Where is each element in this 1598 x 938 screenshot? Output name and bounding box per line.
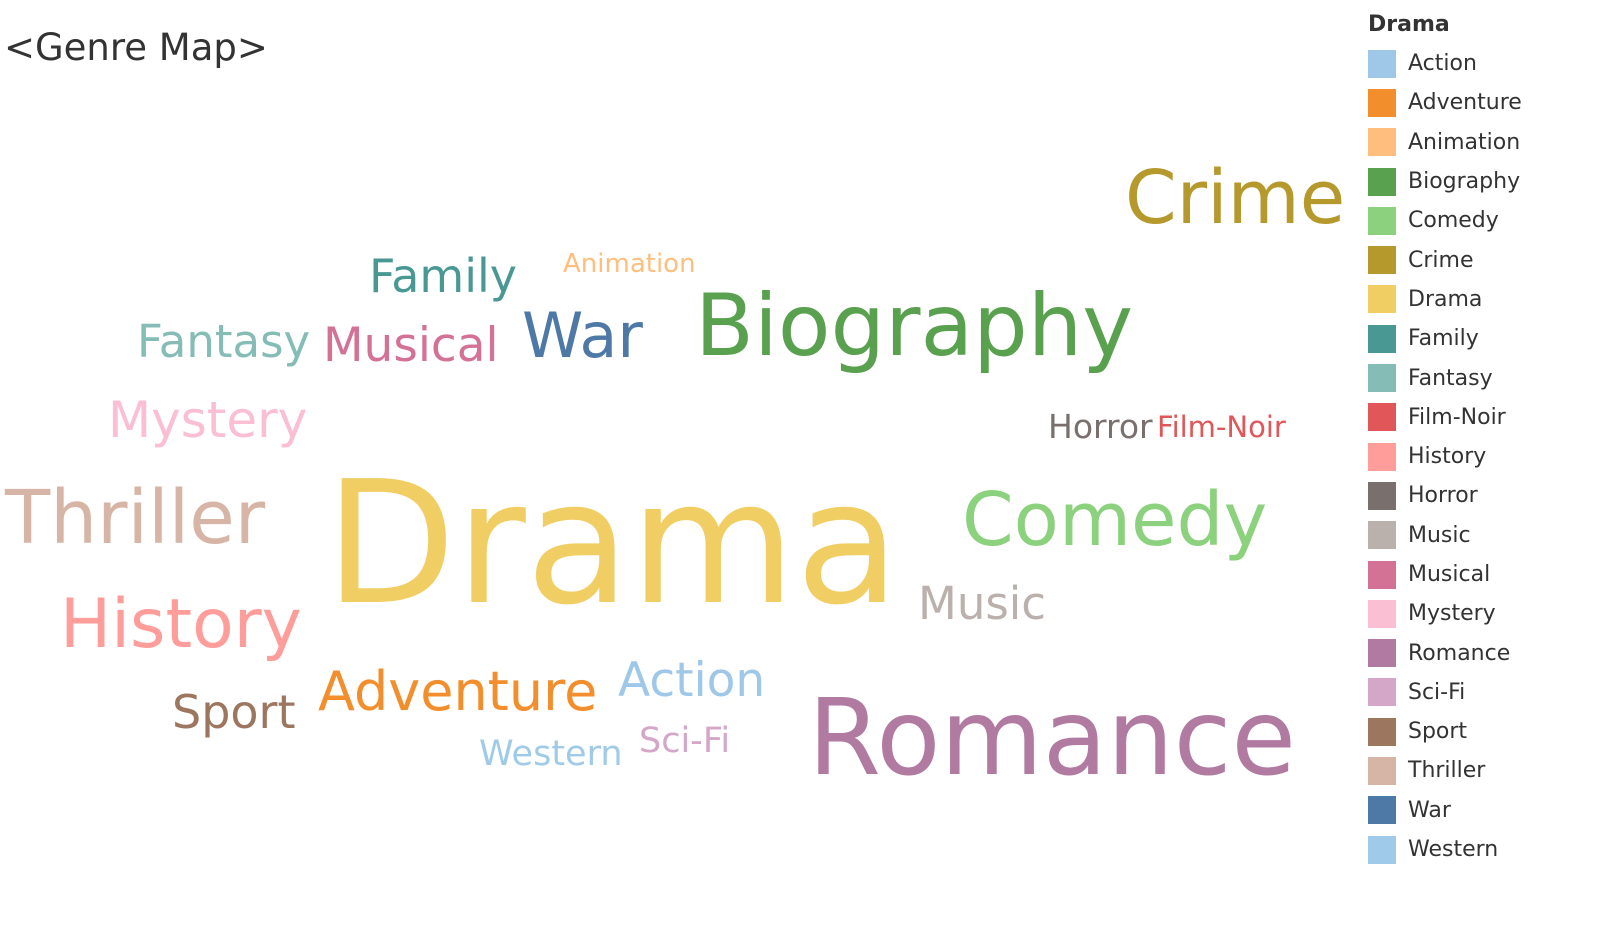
word-horror[interactable]: Horror [1048,406,1153,446]
legend-item[interactable]: Crime [1368,240,1593,279]
word-thriller[interactable]: Thriller [5,474,266,561]
legend-swatch [1368,796,1396,825]
legend-swatch [1368,481,1396,510]
legend-item[interactable]: Biography [1368,162,1593,201]
legend-item[interactable]: Music [1368,516,1593,555]
legend-item[interactable]: Western [1368,830,1593,869]
legend-swatch [1368,442,1396,471]
legend-swatch [1368,835,1396,864]
legend-swatch [1368,599,1396,628]
legend-swatch [1368,521,1396,550]
legend-swatch [1368,246,1396,275]
legend-label: History [1408,444,1487,470]
legend-item[interactable]: Comedy [1368,201,1593,240]
legend-swatch [1368,324,1396,353]
word-crime[interactable]: Crime [1125,154,1346,241]
legend-swatch [1368,560,1396,589]
legend-label: Crime [1408,247,1474,273]
legend-item[interactable]: Adventure [1368,83,1593,122]
word-sci-fi[interactable]: Sci-Fi [639,721,731,761]
legend-label: Comedy [1408,208,1499,234]
legend-label: Music [1408,522,1471,548]
legend-item[interactable]: War [1368,791,1593,830]
legend-item[interactable]: Thriller [1368,751,1593,790]
legend-item[interactable]: Family [1368,319,1593,358]
legend-swatch [1368,49,1396,78]
legend-label: Horror [1408,483,1478,509]
word-romance[interactable]: Romance [808,677,1296,799]
legend-swatch [1368,88,1396,117]
legend-item[interactable]: Horror [1368,476,1593,515]
legend-swatch [1368,167,1396,196]
word-film-noir[interactable]: Film-Noir [1157,409,1286,444]
word-western[interactable]: Western [479,734,623,774]
word-fantasy[interactable]: Fantasy [137,315,311,368]
word-comedy[interactable]: Comedy [962,476,1268,563]
legend-item[interactable]: Romance [1368,633,1593,672]
legend-item[interactable]: Sci-Fi [1368,673,1593,712]
word-action[interactable]: Action [618,653,766,709]
legend-swatch [1368,639,1396,668]
legend: Drama Action Adventure Animation Biography C… [1368,10,1593,869]
legend-swatch [1368,206,1396,235]
legend-item[interactable]: Drama [1368,280,1593,319]
legend-swatch [1368,717,1396,746]
legend-item[interactable]: Fantasy [1368,358,1593,397]
legend-label: Western [1408,837,1499,863]
legend-label: Action [1408,51,1477,77]
legend-label: Mystery [1408,601,1496,627]
legend-item[interactable]: Film-Noir [1368,398,1593,437]
legend-items: Action Adventure Animation Biography Comedy C… [1368,44,1593,869]
legend-label: Sport [1408,719,1468,745]
word-war[interactable]: War [522,299,643,373]
legend-title: Drama [1368,12,1450,37]
legend-label: Animation [1408,129,1521,155]
legend-label: War [1408,797,1451,823]
legend-item[interactable]: Sport [1368,712,1593,751]
word-cloud: Drama Romance Biography Crime Comedy Thriller… [5,154,1346,799]
word-biography[interactable]: Biography [695,276,1134,377]
legend-label: Sci-Fi [1408,679,1466,705]
legend-label: Romance [1408,640,1511,666]
legend-label: Thriller [1408,758,1486,784]
legend-swatch [1368,128,1396,157]
legend-label: Musical [1408,562,1491,587]
word-sport[interactable]: Sport [172,685,296,740]
legend-swatch [1368,285,1396,314]
legend-swatch [1368,678,1396,707]
word-history[interactable]: History [60,584,302,664]
legend-item[interactable]: Mystery [1368,594,1593,633]
word-animation[interactable]: Animation [563,249,696,280]
legend-label: Adventure [1408,90,1522,116]
word-music[interactable]: Music [918,577,1047,630]
legend-swatch [1368,403,1396,432]
legend-label: Drama [1408,286,1483,312]
word-adventure[interactable]: Adventure [318,659,598,723]
word-family[interactable]: Family [369,249,518,304]
legend-swatch [1368,364,1396,393]
word-mystery[interactable]: Mystery [108,391,308,449]
legend-label: Family [1408,326,1479,352]
legend-item[interactable]: History [1368,437,1593,476]
word-drama[interactable]: Drama [325,445,900,643]
legend-label: Fantasy [1408,365,1493,391]
legend-item[interactable]: Musical [1368,555,1593,594]
legend-item[interactable]: Action [1368,44,1593,83]
page-title: <Genre Map> [4,26,268,69]
legend-swatch [1368,756,1396,785]
legend-label: Film-Noir [1408,404,1506,430]
legend-label: Biography [1408,169,1521,195]
legend-item[interactable]: Animation [1368,123,1593,162]
word-musical[interactable]: Musical [323,318,499,374]
